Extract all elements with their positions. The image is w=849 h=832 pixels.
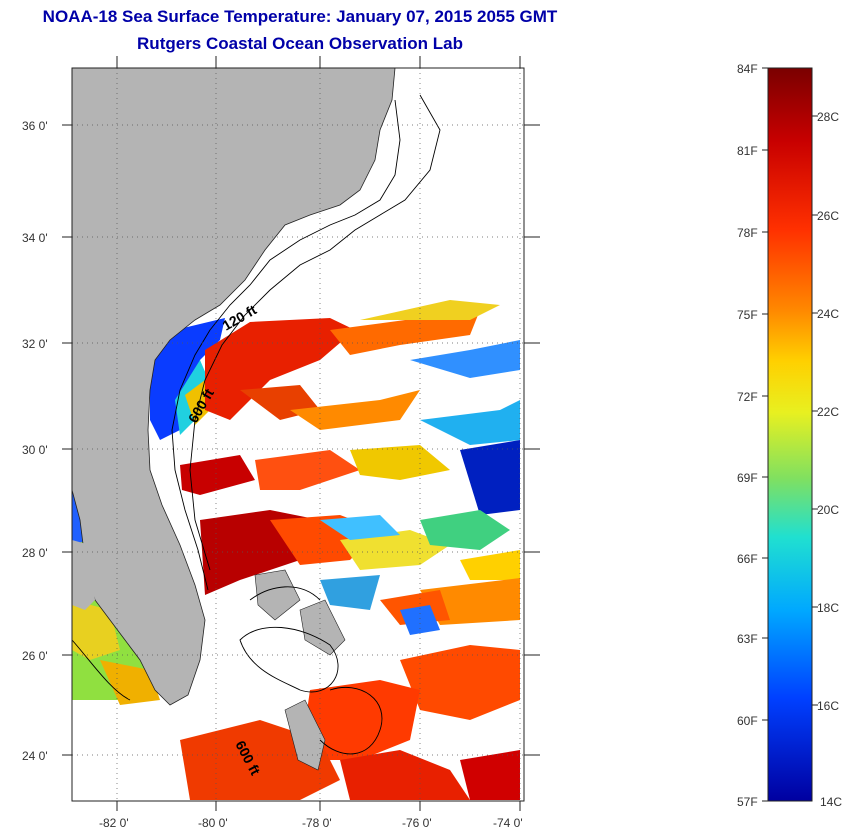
latitude-labels: 36 0' 34 0' 32 0' 30 0' 28 0' 26 0' 24 0…	[22, 119, 48, 763]
colorbar-c-24: 24C	[817, 307, 839, 321]
lat-label-32: 32 0'	[22, 337, 48, 351]
sst-patch-cold-east	[460, 440, 520, 515]
colorbar-f-60: 60F	[737, 714, 758, 728]
colorbar-f-57: 57F	[737, 795, 758, 809]
graticule	[72, 68, 524, 801]
sst-patch-cold-shelf	[150, 318, 225, 440]
colorbar-f-81: 81F	[737, 144, 758, 158]
colorbar-c-18: 18C	[817, 601, 839, 615]
isobath-contours	[72, 94, 441, 755]
lat-label-26: 26 0'	[22, 649, 48, 663]
map-frame	[71, 67, 525, 802]
lat-label-30: 30 0'	[22, 443, 48, 457]
colorbar-c-28: 28C	[817, 110, 839, 124]
lat-label-24: 24 0'	[22, 749, 48, 763]
colorbar-f-78: 78F	[737, 226, 758, 240]
lon-label-82: -82 0'	[99, 816, 129, 830]
lat-label-36: 36 0'	[22, 119, 48, 133]
lat-label-34: 34 0'	[22, 231, 48, 245]
lon-label-76: -76 0'	[402, 816, 432, 830]
land-southeast-us	[72, 68, 396, 706]
lon-label-80: -80 0'	[198, 816, 228, 830]
land-bahamas-grand	[254, 569, 301, 621]
lat-label-28: 28 0'	[22, 546, 48, 560]
longitude-labels: -82 0' -80 0' -78 0' -76 0' -74 0'	[99, 816, 523, 830]
land-bahamas-andros	[284, 699, 326, 771]
map-subtitle: Rutgers Coastal Ocean Observation Lab	[137, 34, 463, 53]
colorbar-f-66: 66F	[737, 552, 758, 566]
axis-ticks	[62, 56, 540, 811]
sst-patch-florida-current	[180, 455, 255, 495]
colorbar-c-22: 22C	[817, 405, 839, 419]
sst-patch-south-warm	[400, 645, 520, 720]
colorbar: 84F 81F 78F 75F 72F 69F 66F 63F 60F 57F …	[737, 62, 842, 809]
colorbar-c-14: 14C	[820, 795, 842, 809]
colorbar-c-16: 16C	[817, 699, 839, 713]
map-title: NOAA-18 Sea Surface Temperature: January…	[42, 7, 558, 26]
lon-label-74: -74 0'	[493, 816, 523, 830]
land-florida-west	[72, 540, 95, 610]
colorbar-f-75: 75F	[737, 308, 758, 322]
colorbar-bar	[767, 67, 813, 802]
sst-patch-gulfstream-north	[205, 318, 355, 420]
lon-label-78: -78 0'	[302, 816, 332, 830]
colorbar-f-69: 69F	[737, 471, 758, 485]
colorbar-f-72: 72F	[737, 390, 758, 404]
land-bahamas-abaco	[299, 599, 346, 656]
colorbar-c-26: 26C	[817, 209, 839, 223]
colorbar-f-84: 84F	[737, 62, 758, 76]
colorbar-c-20: 20C	[817, 503, 839, 517]
map-panel	[72, 68, 524, 801]
colorbar-f-63: 63F	[737, 632, 758, 646]
